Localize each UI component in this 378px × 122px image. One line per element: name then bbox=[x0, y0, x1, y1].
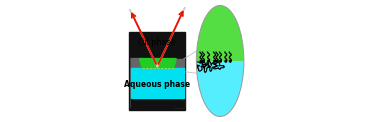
Polygon shape bbox=[131, 68, 183, 98]
Text: Aqueous phase: Aqueous phase bbox=[124, 80, 191, 89]
Circle shape bbox=[200, 60, 202, 62]
Polygon shape bbox=[131, 59, 142, 107]
Bar bbox=[194, 0, 246, 61]
Circle shape bbox=[216, 60, 218, 62]
Circle shape bbox=[214, 60, 215, 62]
Text: Oil phase: Oil phase bbox=[138, 38, 176, 47]
Circle shape bbox=[220, 60, 222, 62]
Circle shape bbox=[208, 60, 209, 62]
Circle shape bbox=[225, 60, 227, 62]
Polygon shape bbox=[174, 59, 183, 107]
Polygon shape bbox=[131, 98, 183, 107]
Bar bbox=[194, 61, 246, 122]
Circle shape bbox=[229, 60, 231, 62]
Circle shape bbox=[203, 60, 204, 62]
Polygon shape bbox=[139, 59, 176, 68]
Polygon shape bbox=[129, 32, 185, 110]
